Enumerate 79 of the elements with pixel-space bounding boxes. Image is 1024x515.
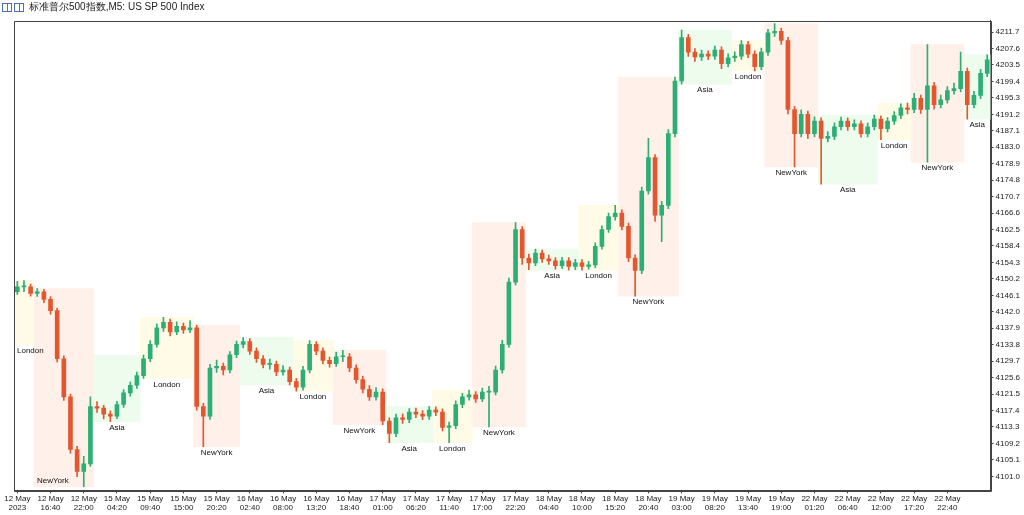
y-tick-label: 4187.1 (995, 125, 1021, 135)
x-tick-label: 16 May 08:00 (269, 494, 297, 512)
y-tick-label: 4191.2 (995, 109, 1021, 119)
x-tick-label: 18 May 04:40 (535, 494, 562, 512)
y-tick-label: 4211.7 (995, 27, 1020, 37)
y-tick-label: 4162.5 (995, 224, 1021, 234)
text: Asia (697, 85, 713, 95)
text: NewYork (200, 447, 233, 457)
x-tick-label: 17 May 11:40 (436, 494, 463, 512)
x-tick-label: 19 May 13:40 (734, 494, 762, 512)
y-tick-label: 4207.6 (995, 43, 1021, 53)
text: Asia (969, 120, 986, 130)
y-tick-label: 4154.3 (995, 257, 1021, 267)
x-tick-label: 17 May 22:20 (502, 494, 529, 512)
y-tick-label: 4113.3 (995, 422, 1020, 432)
text: London (880, 140, 908, 150)
series-label: London (439, 443, 466, 453)
x-tick-label: 18 May 15:20 (602, 494, 629, 512)
x-tick-label: 18 May 20:40 (635, 494, 662, 512)
x-tick-label: 22 May 01:20 (801, 494, 828, 512)
text: London (734, 72, 762, 82)
x-tick-label: 22 May 22:40 (934, 494, 961, 512)
y-tick-label: 4117.4 (995, 405, 1020, 415)
text: NewYork (632, 297, 665, 307)
text: NewYork (921, 163, 954, 173)
y-tick-label: 4178.9 (995, 158, 1021, 168)
y-tick-label: 4105.1 (995, 455, 1021, 465)
y-tick-label: 4101.0 (995, 471, 1021, 481)
text: Asia (544, 271, 560, 281)
y-tick-label: 4121.5 (995, 389, 1021, 399)
series-label: NewYork (36, 475, 70, 485)
text: NewYork (343, 425, 376, 435)
y-tick-label: 4137.9 (995, 323, 1021, 333)
y-tick-label: 4170.7 (995, 191, 1021, 201)
x-tick-label: 16 May 18:40 (336, 494, 363, 512)
x-tick-label: 12 May 2023 (4, 494, 31, 512)
y-tick-label: 4142.0 (995, 306, 1021, 316)
y-tick-label: 4129.7 (995, 356, 1021, 366)
y-tick-label: 4125.6 (995, 372, 1021, 382)
x-tick-label: 17 May 17:00 (469, 494, 496, 512)
y-tick-label: 4150.2 (995, 274, 1021, 284)
x-tick-label: 15 May 04:20 (103, 494, 131, 512)
text: London (299, 392, 327, 402)
x-tick-label: 17 May 01:00 (369, 494, 396, 512)
x-tick-label: 22 May 06:40 (834, 494, 861, 512)
x-tick-label: 22 May 12:00 (867, 494, 895, 512)
x-tick-label: 12 May 22:00 (70, 494, 97, 512)
x-tick-label: 16 May 13:20 (303, 494, 330, 512)
x-tick-label: 17 May 06:20 (402, 494, 430, 512)
text: Asia (109, 422, 125, 432)
text: London (585, 271, 612, 281)
y-tick-label: 4203.5 (995, 60, 1021, 70)
y-tick-label: 4199.4 (995, 76, 1021, 86)
y-tick-label: 4166.6 (995, 208, 1021, 218)
series-label: Asia (401, 443, 418, 453)
text: NewYork (775, 168, 808, 178)
y-tick-label: 4174.8 (995, 175, 1021, 185)
y-tick-label: 4158.4 (995, 241, 1021, 251)
y-tick-label: 4146.1 (995, 290, 1021, 300)
x-tick-label: 19 May 08:20 (701, 494, 728, 512)
y-tick-label: 4195.3 (995, 93, 1021, 103)
text: NewYork (483, 428, 515, 438)
x-tick-label: 15 May 20:20 (203, 494, 230, 512)
text: Asia (258, 386, 275, 396)
y-tick-label: 4183.0 (995, 142, 1021, 152)
x-tick-label: 22 May 17:20 (901, 494, 928, 512)
x-tick-label: 15 May 15:00 (170, 494, 197, 512)
text: London (17, 345, 44, 355)
y-tick-label: 4109.2 (995, 438, 1021, 448)
x-tick-label: 16 May 02:40 (236, 494, 263, 512)
x-tick-label: 15 May 09:40 (137, 494, 164, 512)
x-tick-label: 18 May 10:00 (568, 494, 596, 512)
x-tick-label: 12 May 16:40 (37, 494, 64, 512)
text: Asia (839, 185, 856, 195)
chart-title: 标准普尔500指数,M5: US SP 500 Index (29, 1, 205, 13)
text: London (153, 379, 181, 389)
x-tick-label: 19 May 03:00 (668, 494, 695, 512)
y-tick-label: 4133.8 (995, 339, 1021, 349)
x-tick-label: 19 May 19:00 (768, 494, 795, 512)
